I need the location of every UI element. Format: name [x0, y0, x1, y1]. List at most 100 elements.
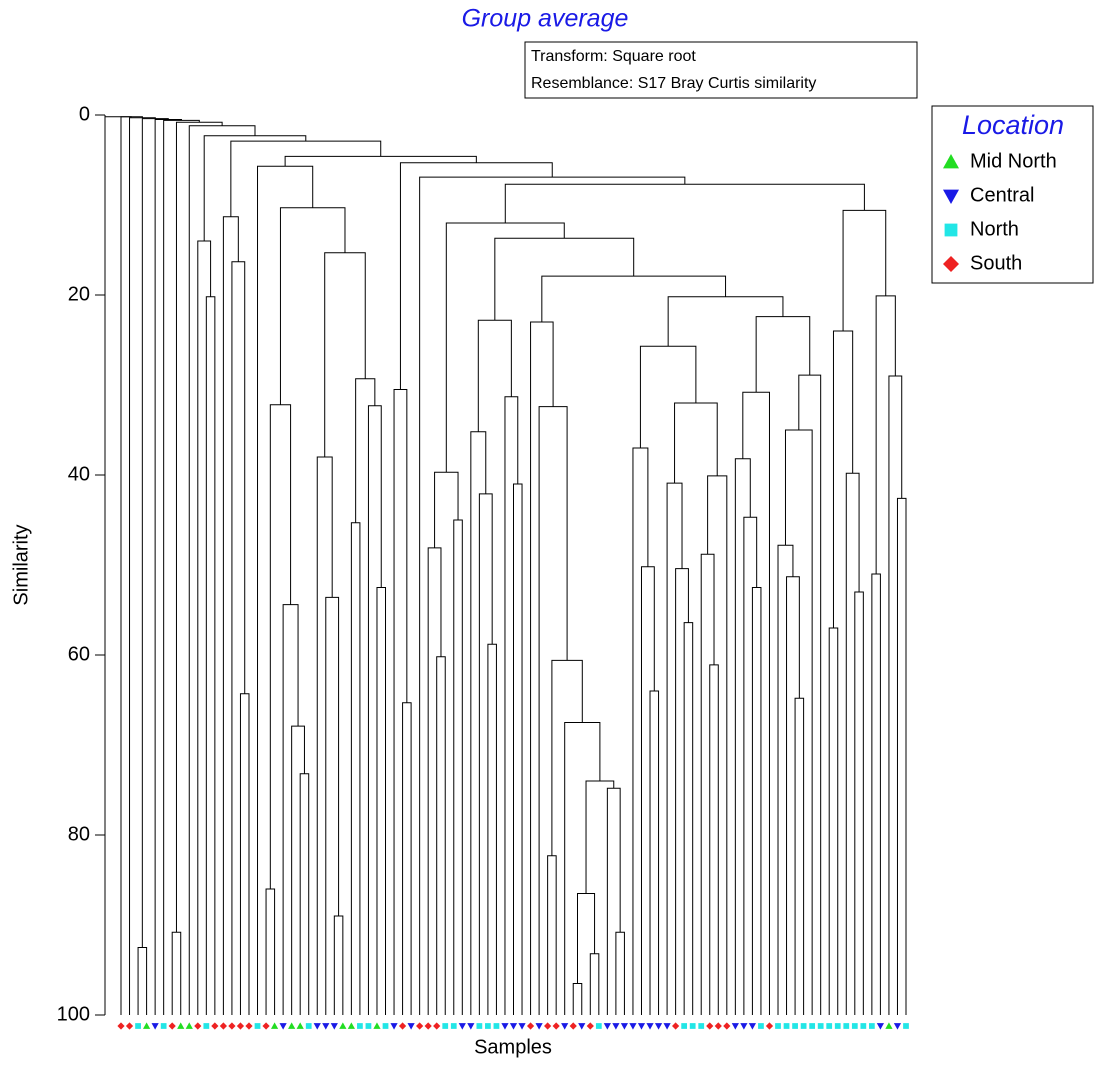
sample-marker — [416, 1022, 424, 1030]
dendrogram-link — [832, 330, 854, 628]
dendrogram-link — [551, 659, 583, 856]
sample-marker — [125, 1022, 134, 1030]
dendrogram-link — [700, 553, 715, 1015]
dendrogram-link — [504, 183, 865, 223]
sample-marker — [476, 1023, 483, 1029]
sample-marker — [365, 1023, 372, 1029]
sample-marker — [357, 1023, 363, 1029]
sample-marker — [561, 1023, 569, 1030]
dendrogram-link — [572, 983, 583, 1015]
legend-box — [931, 105, 1094, 284]
dendrogram-link — [871, 573, 881, 1015]
sample-marker — [817, 1023, 824, 1029]
legend-label: Mid North — [970, 150, 1057, 172]
sample-marker — [783, 1023, 790, 1029]
sample-marker — [185, 1022, 193, 1029]
sample-marker — [305, 1023, 312, 1029]
dendrogram-link — [203, 135, 307, 241]
dendrogram-link — [666, 482, 683, 1015]
dendrogram-link — [477, 319, 512, 432]
dendrogram-link — [265, 888, 276, 1015]
sample-marker — [168, 1022, 176, 1030]
sample-marker — [672, 1022, 680, 1030]
dendrogram-link — [683, 622, 694, 1015]
dendrogram-link — [828, 627, 839, 1015]
sample-marker — [135, 1023, 141, 1029]
dendrogram-link — [777, 544, 794, 1015]
sample-marker — [236, 1022, 245, 1030]
sample-marker — [296, 1022, 304, 1029]
sample-marker — [748, 1023, 757, 1030]
sample-marker — [177, 1022, 185, 1029]
dendrogram-link — [606, 787, 621, 1015]
dendrogram-link — [875, 295, 896, 574]
sample-marker — [620, 1023, 629, 1030]
sample-marker — [382, 1023, 389, 1029]
dendrogram-link — [325, 596, 340, 1015]
dendrogram-link — [279, 207, 346, 405]
dendrogram-link — [478, 493, 493, 1015]
sample-marker — [288, 1022, 296, 1029]
dendrogram-link — [755, 316, 811, 393]
dendrogram-link — [402, 702, 412, 1015]
dendrogram-link — [784, 429, 813, 1015]
dendrogram-link — [324, 252, 366, 457]
y-axis-label: Similarity — [10, 524, 32, 605]
dendrogram-link — [399, 162, 553, 390]
sample-marker — [142, 1022, 151, 1029]
chart-title: Group average — [462, 5, 629, 33]
dendrogram-link — [197, 240, 212, 1015]
dendrogram-link — [589, 953, 600, 1015]
dendrogram-link — [786, 576, 800, 1015]
sample-marker — [809, 1023, 816, 1029]
dendrogram-link — [205, 296, 216, 1015]
dendrogram-link — [842, 209, 887, 331]
legend-label: South — [970, 252, 1022, 274]
dendrogram-link — [709, 664, 719, 1015]
dendrogram-link — [230, 140, 382, 217]
sample-marker — [467, 1023, 475, 1030]
sample-marker — [843, 1023, 850, 1029]
sample-marker — [347, 1022, 355, 1029]
sample-marker — [578, 1023, 586, 1030]
sample-marker — [518, 1023, 526, 1030]
sample-marker — [868, 1023, 875, 1029]
sample-marker — [586, 1022, 594, 1030]
y-tick-label: 80 — [68, 823, 90, 845]
dendrogram-link — [547, 855, 557, 1015]
sample-marker — [885, 1022, 893, 1029]
dendrogram-link — [541, 275, 727, 322]
sample-marker — [526, 1022, 535, 1030]
dendrogram-link — [585, 780, 615, 894]
sample-marker — [569, 1022, 577, 1030]
dendrogram-link — [436, 656, 446, 1015]
dendrogram-link — [427, 547, 442, 1015]
dendrogram-link — [120, 116, 143, 1015]
sample-marker — [407, 1023, 415, 1030]
sample-marker — [612, 1023, 620, 1030]
sample-marker — [629, 1023, 637, 1030]
dendrogram-link — [576, 893, 596, 984]
dendrogram-link — [707, 475, 728, 1015]
dendrogram-link — [674, 402, 718, 484]
sample-marker — [706, 1022, 714, 1030]
dendrogram-link — [291, 725, 305, 1015]
x-axis-label: Samples — [474, 1036, 552, 1058]
dendrogram-link — [171, 931, 182, 1015]
sample-marker — [442, 1023, 449, 1029]
dendrogram-link — [743, 516, 758, 1015]
sample-marker — [535, 1023, 543, 1030]
sample-marker — [424, 1022, 432, 1030]
dendrogram-link — [513, 483, 523, 1015]
dendrogram-link — [137, 947, 148, 1015]
sample-marker — [203, 1023, 210, 1029]
dendrogram-link — [434, 471, 459, 548]
dendrogram-link — [257, 165, 314, 1015]
sample-marker — [245, 1022, 253, 1030]
sample-marker — [792, 1023, 798, 1029]
dendrogram-link — [649, 690, 660, 1015]
sample-marker — [211, 1022, 219, 1030]
dendrogram-link — [888, 375, 903, 1015]
sample-marker — [373, 1022, 381, 1029]
